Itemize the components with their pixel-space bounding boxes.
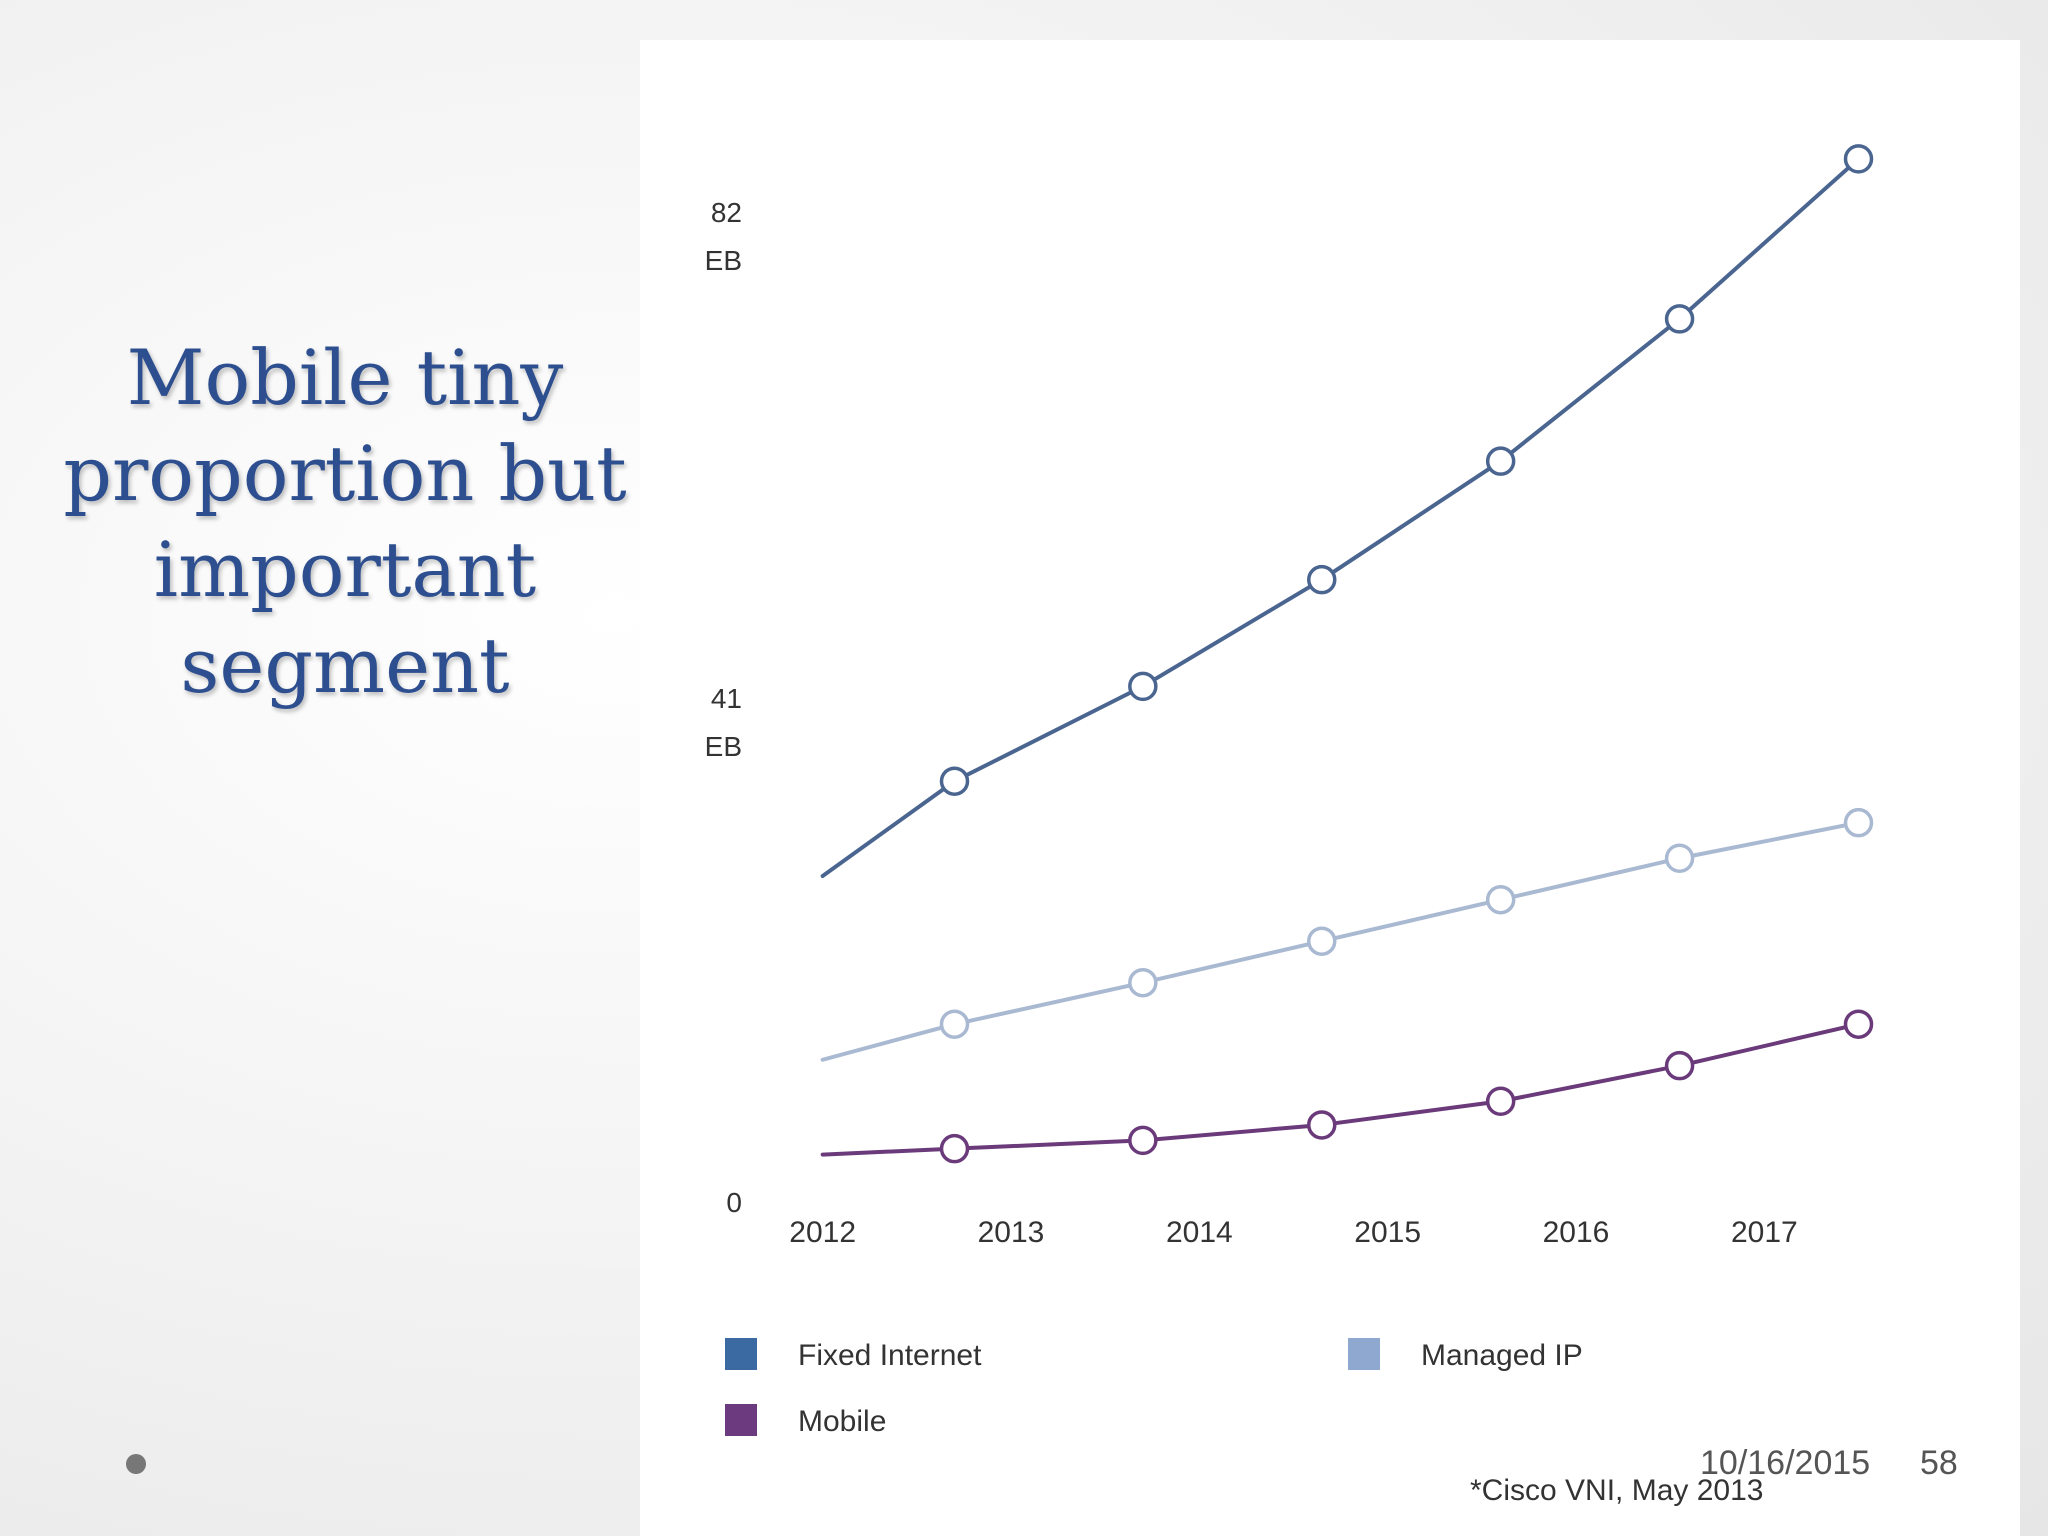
footer-bullet-icon: [126, 1454, 146, 1474]
data-point-managed-ip-5: [1664, 843, 1695, 873]
data-point-mobile-4: [1485, 1086, 1516, 1116]
chart-source-note: *Cisco VNI, May 2013: [1470, 1474, 1763, 1507]
x-tick-label-2013: 2013: [978, 1216, 1045, 1249]
y-tick-label-2: 82: [711, 197, 742, 228]
legend-label-fixed-internet: Fixed Internet: [798, 1339, 982, 1372]
legend-label-managed-ip: Managed IP: [1421, 1339, 1583, 1372]
x-tick-label-2012: 2012: [789, 1216, 856, 1249]
x-tick-label-2017: 2017: [1731, 1216, 1798, 1249]
legend-label-mobile: Mobile: [798, 1405, 886, 1438]
data-point-managed-ip-3: [1307, 926, 1337, 956]
x-tick-label-2014: 2014: [1166, 1216, 1233, 1249]
series-line-fixed-internet: [820, 156, 1861, 879]
data-point-mobile-2: [1128, 1125, 1158, 1156]
series-line-mobile: [820, 1022, 1861, 1157]
y-tick-unit-1: EB: [705, 731, 742, 762]
legend-swatch-fixed-internet: [725, 1338, 757, 1370]
data-point-fixed-internet-2: [1128, 671, 1158, 702]
data-point-mobile-3: [1307, 1110, 1337, 1140]
data-point-fixed-internet-1: [939, 766, 970, 796]
slide-title: Mobile tiny proportion but important seg…: [60, 330, 630, 714]
line-chart: 0 41 EB 82 EB 2012 2013 2014 2015 2016 2017 Fixed I…: [705, 144, 1874, 1507]
slide-title-line-1: Mobile tiny: [126, 333, 564, 422]
data-point-managed-ip-2: [1128, 967, 1158, 998]
data-point-mobile-1: [939, 1133, 970, 1164]
data-point-mobile-6: [1843, 1009, 1874, 1039]
data-point-mobile-5: [1664, 1050, 1695, 1081]
legend-swatch-mobile: [725, 1404, 757, 1436]
legend-swatch-managed-ip: [1348, 1338, 1380, 1370]
series-line-managed-ip: [820, 820, 1861, 1062]
slide-title-line-3: important: [153, 525, 537, 614]
data-point-fixed-internet-5: [1664, 304, 1695, 334]
data-point-fixed-internet-3: [1307, 564, 1337, 595]
slide-title-line-2: proportion but: [63, 429, 627, 518]
data-point-managed-ip-1: [939, 1009, 970, 1039]
data-point-fixed-internet-6: [1843, 144, 1874, 174]
chart-panel: 0 41 EB 82 EB 2012 2013 2014 2015 2016 2017 Fixed I…: [640, 40, 2020, 1536]
data-point-managed-ip-6: [1843, 807, 1874, 838]
y-tick-label-0: 0: [726, 1187, 742, 1218]
footer-date: 10/16/2015: [1700, 1444, 1871, 1482]
y-tick-label-1: 41: [711, 683, 742, 714]
data-point-managed-ip-4: [1485, 884, 1516, 915]
y-tick-unit-2: EB: [705, 245, 742, 276]
x-tick-label-2016: 2016: [1543, 1216, 1610, 1249]
footer-page-number: 58: [1920, 1444, 1958, 1482]
slide-title-line-4: segment: [180, 621, 510, 710]
x-tick-label-2015: 2015: [1354, 1216, 1421, 1249]
data-point-fixed-internet-4: [1485, 446, 1516, 476]
